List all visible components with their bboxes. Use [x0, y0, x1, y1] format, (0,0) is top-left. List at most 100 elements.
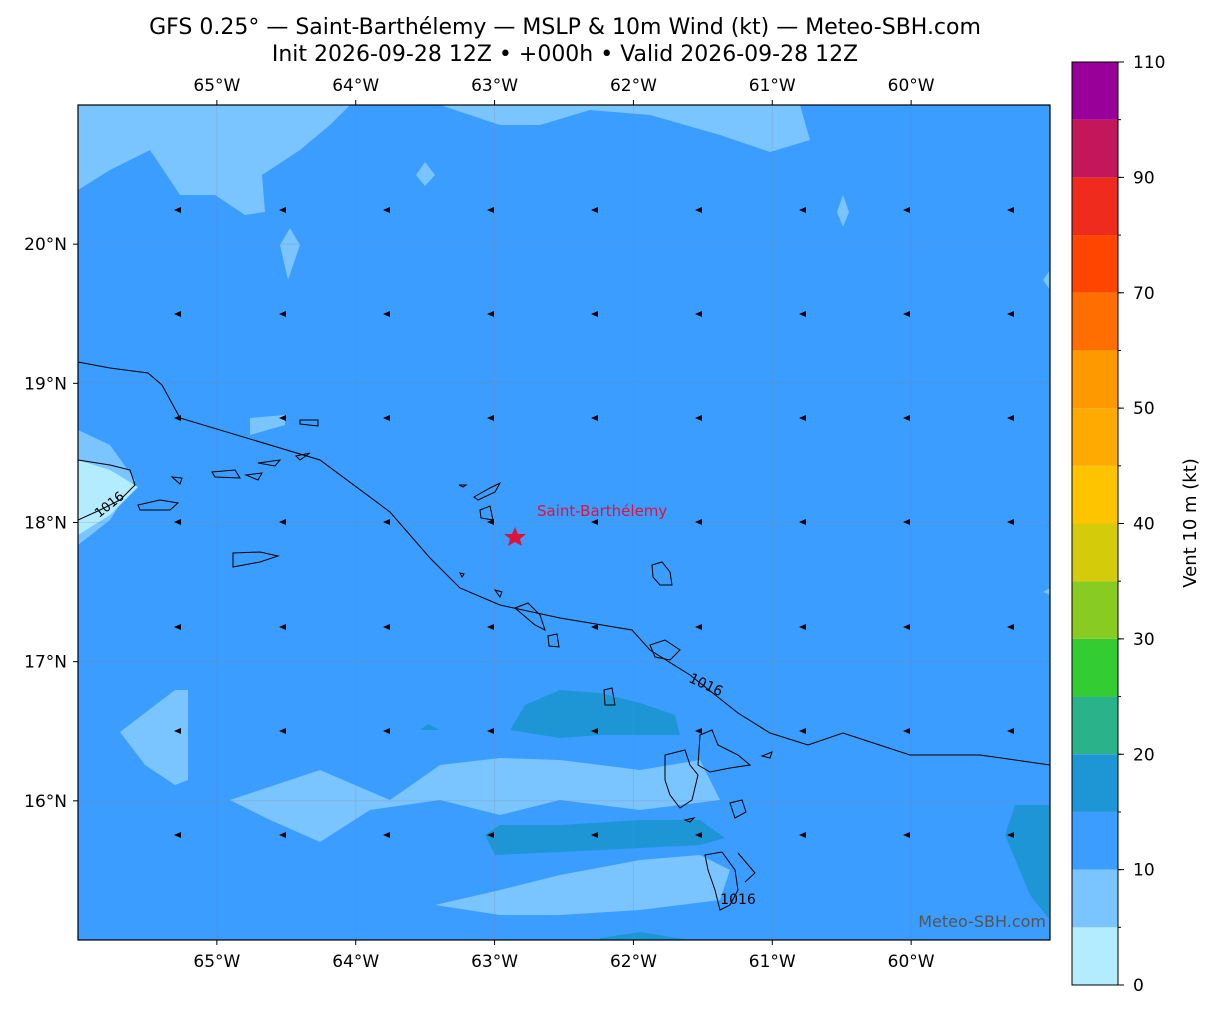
- wind-arrow: [383, 311, 390, 317]
- colorbar-band: [1072, 235, 1118, 293]
- colorbar-tick-label: 90: [1133, 168, 1155, 188]
- wind-arrow: [383, 207, 390, 213]
- x-tick-label: 63°W: [471, 952, 518, 972]
- wind-arrow: [799, 728, 806, 734]
- wind-arrow: [591, 207, 598, 213]
- colorbar-band: [1072, 292, 1118, 351]
- wind-arrow: [279, 624, 286, 630]
- colorbar-tick-label: 50: [1133, 399, 1155, 419]
- wind-arrow: [487, 624, 494, 630]
- wind-arrow: [174, 311, 181, 317]
- wind-arrow: [1007, 311, 1014, 317]
- contour-label: 1016: [720, 892, 756, 908]
- title: GFS 0.25° — Saint-Barthélemy — MSLP & 10…: [149, 15, 981, 40]
- colorbar-tick-label: 20: [1133, 745, 1155, 765]
- wind-arrow: [695, 519, 702, 525]
- x-tick-label: 64°W: [332, 952, 379, 972]
- wind-arrow: [279, 207, 286, 213]
- wind-arrow: [487, 728, 494, 734]
- wind-arrow: [383, 832, 390, 838]
- wind-arrow: [174, 415, 181, 421]
- wind-arrow: [487, 415, 494, 421]
- wind-arrow: [695, 624, 702, 630]
- subtitle: Init 2026-09-28 12Z • +000h • Valid 2026…: [272, 42, 858, 67]
- wind-arrow: [903, 311, 910, 317]
- x-tick-label: 61°W: [749, 76, 796, 96]
- wind-arrow: [383, 624, 390, 630]
- y-tick-label: 20°N: [24, 235, 67, 255]
- wind-arrow: [799, 207, 806, 213]
- x-tick-label: 60°W: [888, 952, 935, 972]
- x-tick-label: 63°W: [471, 76, 518, 96]
- wind-arrow: [695, 832, 702, 838]
- wind-arrow: [1007, 207, 1014, 213]
- wind-arrow: [903, 207, 910, 213]
- wind-arrow: [1007, 519, 1014, 525]
- isobar: [78, 361, 1050, 766]
- wind-arrow: [1007, 728, 1014, 734]
- x-tick-label: 64°W: [332, 76, 379, 96]
- wind-arrow: [383, 519, 390, 525]
- colorbar-band: [1072, 581, 1118, 639]
- colorbar-band: [1072, 119, 1118, 178]
- colorbar-tick-label: 110: [1133, 53, 1165, 73]
- wind-arrow: [174, 624, 181, 630]
- wind-arrow: [799, 311, 806, 317]
- wind-arrow: [487, 207, 494, 213]
- x-tick-label: 62°W: [610, 76, 657, 96]
- map-area: [78, 105, 1050, 940]
- colorbar-band: [1072, 62, 1118, 120]
- wind-arrow: [903, 415, 910, 421]
- y-tick-label: 19°N: [24, 374, 67, 394]
- wind-arrow: [591, 519, 598, 525]
- colorbar-band: [1072, 177, 1118, 236]
- wind-arrow: [903, 519, 910, 525]
- wind-arrow: [591, 832, 598, 838]
- x-tick-label: 62°W: [610, 952, 657, 972]
- wind-fill-lightest: [78, 460, 138, 535]
- wind-arrow: [591, 311, 598, 317]
- wind-fill-light: [78, 105, 1050, 915]
- wind-arrow: [1007, 415, 1014, 421]
- colorbar-tick-label: 30: [1133, 630, 1155, 650]
- colorbar-tick-label: 70: [1133, 284, 1155, 304]
- wind-arrow: [695, 415, 702, 421]
- wind-fill-dark: [420, 690, 1050, 940]
- x-tick-label: 60°W: [888, 76, 935, 96]
- wind-arrow: [799, 832, 806, 838]
- wind-arrow: [591, 624, 598, 630]
- colorbar-band: [1072, 927, 1118, 985]
- wind-arrow: [1007, 624, 1014, 630]
- watermark: Meteo-SBH.com: [918, 912, 1046, 931]
- colorbar-label: Vent 10 m (kt): [1180, 458, 1201, 588]
- y-tick-label: 16°N: [24, 792, 67, 812]
- wind-arrow: [383, 415, 390, 421]
- colorbar-band: [1072, 696, 1118, 755]
- wind-arrow: [174, 832, 181, 838]
- colorbar-tick-label: 0: [1133, 976, 1144, 996]
- x-tick-label: 65°W: [193, 76, 240, 96]
- wind-arrow: [695, 207, 702, 213]
- wind-arrow: [279, 415, 286, 421]
- y-tick-label: 17°N: [24, 653, 67, 673]
- wind-arrow: [591, 415, 598, 421]
- wind-arrow: [279, 519, 286, 525]
- colorbar-band: [1072, 638, 1118, 697]
- wind-arrow: [279, 311, 286, 317]
- x-tick-label: 61°W: [749, 952, 796, 972]
- wind-arrow: [903, 624, 910, 630]
- wind-arrow: [799, 519, 806, 525]
- wind-arrow: [695, 728, 702, 734]
- wind-arrow: [903, 832, 910, 838]
- colorbar-band: [1072, 811, 1118, 870]
- wind-arrow: [1007, 832, 1014, 838]
- colorbar-tick-label: 10: [1133, 861, 1155, 881]
- colorbar-tick-label: 40: [1133, 515, 1155, 535]
- colorbar-band: [1072, 754, 1118, 812]
- colorbar-band: [1072, 523, 1118, 582]
- wind-arrow: [279, 728, 286, 734]
- coastlines: [78, 419, 773, 911]
- location-marker: [504, 527, 526, 546]
- wind-arrow: [695, 311, 702, 317]
